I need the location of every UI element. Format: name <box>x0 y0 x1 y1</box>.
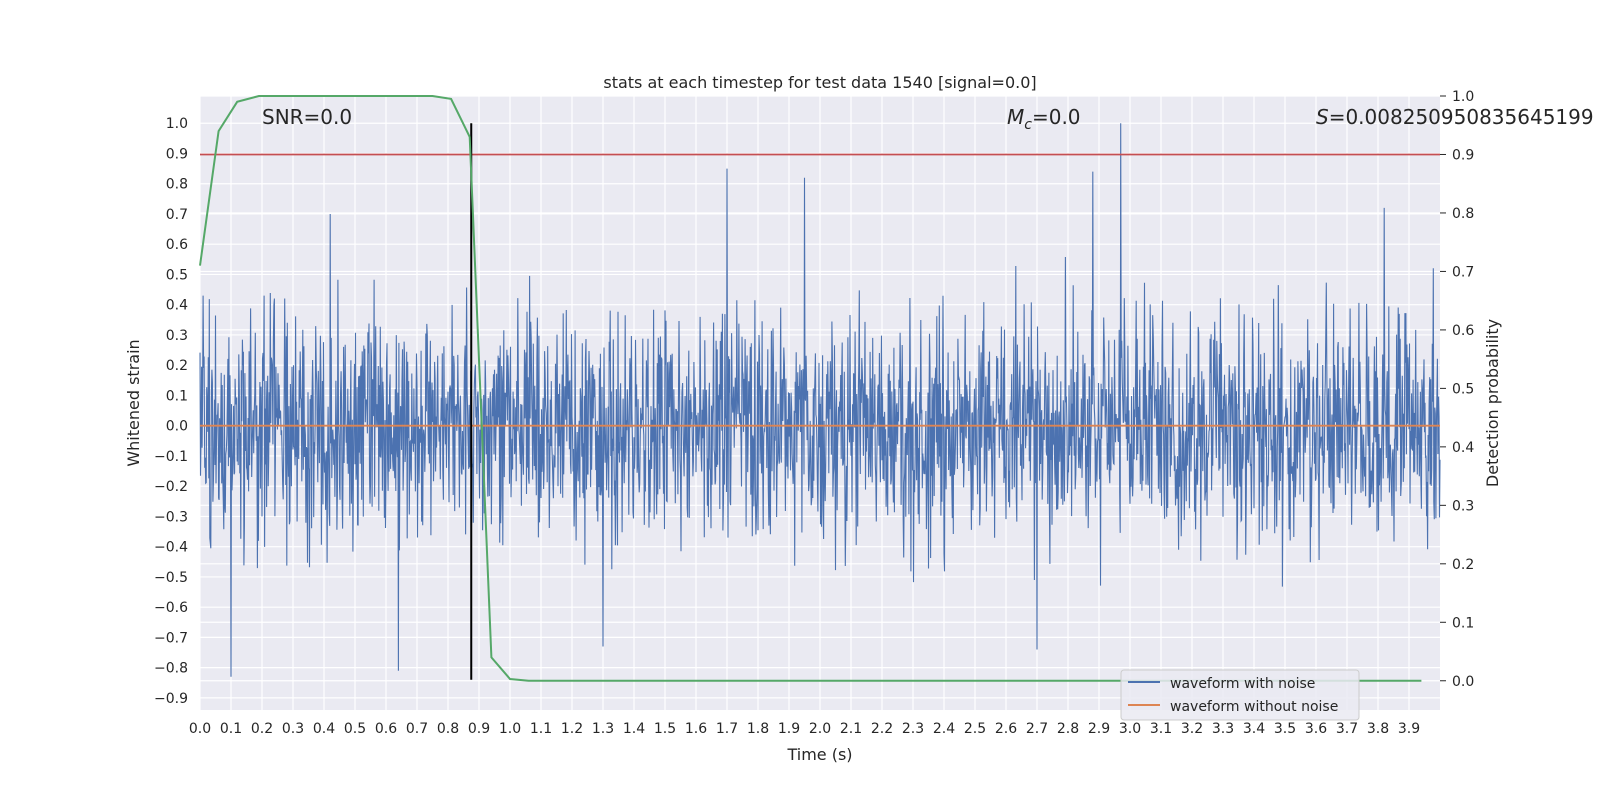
x-tick-label: 3.8 <box>1367 721 1389 737</box>
x-axis-ticks: 0.0 0.1 0.2 0.3 0.4 0.5 0.6 0.7 0.8 0.9 1.0 1.1 1.2 1… <box>189 721 1420 737</box>
x-tick-label: 2.2 <box>871 721 893 737</box>
y2-axis-label: Detection probability <box>1483 319 1502 487</box>
x-tick-label: 0.0 <box>189 721 211 737</box>
y-tick-label: 0.9 <box>166 146 188 162</box>
y2-tick-label: 0.3 <box>1452 498 1474 514</box>
y-axis-ticks: 1.0 0.9 0.8 0.7 0.6 0.5 0.4 0.3 0.2 0.1 0.0 −0.1 −0.… <box>154 116 188 707</box>
annotation-s-symbol: S <box>1316 105 1329 129</box>
y-axis-label: Whitened strain <box>124 339 143 466</box>
annotation-s-number: =0.008250950835645199 <box>1329 105 1594 129</box>
x-tick-label: 3.0 <box>1119 721 1141 737</box>
y2-tick-label: 0.0 <box>1452 674 1474 690</box>
x-tick-label: 3.3 <box>1212 721 1234 737</box>
x-tick-label: 2.5 <box>964 721 986 737</box>
chart-title: stats at each timestep for test data 154… <box>603 73 1036 92</box>
x-tick-label: 3.4 <box>1243 721 1265 737</box>
x-tick-label: 0.3 <box>282 721 304 737</box>
y-tick-label: −0.7 <box>154 630 188 646</box>
x-tick-label: 0.6 <box>375 721 397 737</box>
y-tick-label: 0.4 <box>166 298 188 314</box>
x-tick-label: 0.7 <box>406 721 428 737</box>
annotation-snr: SNR=0.0 <box>262 105 352 129</box>
x-tick-label: 2.8 <box>1057 721 1079 737</box>
y2-tick-label: 0.6 <box>1452 323 1474 339</box>
annotation-s-value: S=0.008250950835645199 <box>1316 105 1594 129</box>
x-tick-label: 0.9 <box>468 721 490 737</box>
legend-label-with-noise: waveform with noise <box>1170 676 1315 692</box>
series-detection-probability <box>199 95 1422 682</box>
y-tick-label: 0.6 <box>166 237 188 253</box>
y2-tick-label: 0.8 <box>1452 206 1474 222</box>
x-tick-label: 1.5 <box>654 721 676 737</box>
x-tick-label: 2.4 <box>933 721 955 737</box>
x-tick-label: 3.1 <box>1150 721 1172 737</box>
x-axis-label: Time (s) <box>786 745 852 764</box>
y2-axis-ticks: 1.0 0.9 0.8 0.7 0.6 0.5 0.4 0.3 0.2 0.1 0.0 <box>1440 89 1474 690</box>
y2-tick-label: 0.2 <box>1452 557 1474 573</box>
annotation-mc-subscript: c <box>1024 117 1032 133</box>
x-tick-label: 0.8 <box>437 721 459 737</box>
y-tick-label: −0.3 <box>154 509 188 525</box>
annotation-chirp-mass: Mc=0.0 <box>1007 105 1081 133</box>
legend: waveform with noise waveform without noi… <box>1120 669 1360 721</box>
y-tick-label: 1.0 <box>166 116 188 132</box>
y2-tick-label: 0.9 <box>1452 147 1474 163</box>
y-tick-label: −0.8 <box>154 661 188 677</box>
y-tick-label: 0.1 <box>166 388 188 404</box>
y-tick-label: −0.1 <box>154 449 188 465</box>
x-tick-label: 1.3 <box>592 721 614 737</box>
x-tick-label: 2.6 <box>995 721 1017 737</box>
y-tick-label: −0.2 <box>154 479 188 495</box>
x-tick-label: 1.0 <box>499 721 521 737</box>
x-tick-label: 2.3 <box>902 721 924 737</box>
annotation-mc-value: =0.0 <box>1032 105 1081 129</box>
y-tick-label: −0.9 <box>154 691 188 707</box>
y-tick-label: 0.3 <box>166 328 188 344</box>
x-tick-label: 3.6 <box>1305 721 1327 737</box>
x-tick-label: 1.4 <box>623 721 645 737</box>
x-tick-label: 3.5 <box>1274 721 1296 737</box>
plot-area <box>199 95 1441 682</box>
x-tick-label: 2.9 <box>1088 721 1110 737</box>
x-tick-label: 2.1 <box>840 721 862 737</box>
legend-box <box>1120 669 1360 721</box>
y-tick-label: 0.2 <box>166 358 188 374</box>
x-tick-label: 1.8 <box>747 721 769 737</box>
x-tick-label: 2.7 <box>1026 721 1048 737</box>
y2-tick-label: 0.7 <box>1452 264 1474 280</box>
x-tick-label: 1.6 <box>685 721 707 737</box>
y2-tick-label: 0.4 <box>1452 440 1474 456</box>
y2-tick-label: 1.0 <box>1452 89 1474 105</box>
x-tick-label: 0.4 <box>313 721 335 737</box>
x-tick-label: 3.9 <box>1398 721 1420 737</box>
x-tick-label: 1.2 <box>561 721 583 737</box>
y2-tick-label: 0.1 <box>1452 615 1474 631</box>
y-tick-label: 0.7 <box>166 207 188 223</box>
legend-label-without-noise: waveform without noise <box>1170 699 1338 715</box>
x-tick-label: 0.2 <box>251 721 273 737</box>
y-tick-label: −0.6 <box>154 600 188 616</box>
x-tick-label: 3.7 <box>1336 721 1358 737</box>
y2-tick-label: 0.5 <box>1452 381 1474 397</box>
x-tick-label: 1.7 <box>716 721 738 737</box>
y-tick-label: −0.5 <box>154 570 188 586</box>
x-tick-label: 1.1 <box>530 721 552 737</box>
x-tick-label: 0.5 <box>344 721 366 737</box>
x-tick-label: 1.9 <box>778 721 800 737</box>
annotation-mc-symbol: M <box>1007 105 1024 129</box>
x-tick-label: 2.0 <box>809 721 831 737</box>
x-tick-label: 0.1 <box>220 721 242 737</box>
y-tick-label: −0.4 <box>154 540 188 556</box>
x-tick-label: 3.2 <box>1181 721 1203 737</box>
y-tick-label: 0.5 <box>166 267 188 283</box>
y-tick-label: 0.8 <box>166 177 188 193</box>
grid <box>199 95 1440 710</box>
y-tick-label: 0.0 <box>166 419 188 435</box>
